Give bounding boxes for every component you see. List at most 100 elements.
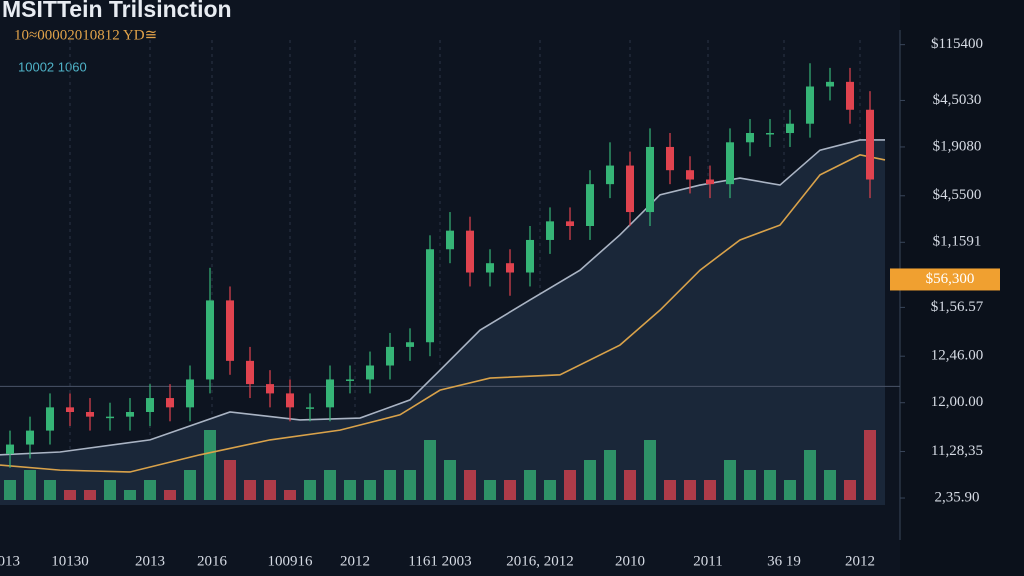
candle-body: [826, 81, 834, 87]
volume-bar: [144, 480, 156, 500]
candle-body: [746, 133, 754, 143]
volume-bar: [124, 490, 136, 500]
x-tick-label: 36 19: [767, 553, 801, 569]
volume-bar: [24, 470, 36, 500]
candle-body: [6, 444, 14, 454]
candle-body: [546, 221, 554, 240]
volume-bar: [64, 490, 76, 500]
candle-body: [866, 109, 874, 180]
volume-bar: [704, 480, 716, 500]
candle-body: [506, 263, 514, 273]
candle-body: [226, 300, 234, 361]
candle-body: [166, 398, 174, 408]
volume-bar: [544, 480, 556, 500]
candle-body: [706, 179, 714, 185]
candle-body: [426, 249, 434, 343]
moving-average-line: [0, 154, 886, 473]
x-tick-label: 2013: [0, 553, 20, 569]
candle-body: [726, 142, 734, 185]
current-price-badge: [890, 268, 1000, 291]
candle-body: [346, 379, 354, 381]
x-tick-label: 2012: [845, 553, 875, 569]
volume-bar: [204, 430, 216, 500]
candle-body: [686, 170, 694, 180]
volume-bar: [824, 470, 836, 500]
info-label: 10002 1060: [18, 59, 87, 74]
volume-bar: [384, 470, 396, 500]
volume-bar: [224, 460, 236, 500]
volume-bar: [284, 490, 296, 500]
area: [0, 139, 885, 505]
volume-bar: [724, 460, 736, 500]
volume-bar: [624, 470, 636, 500]
volume-bar: [324, 470, 336, 500]
candle-body: [46, 407, 54, 431]
current-price-label: $56,300: [926, 271, 975, 287]
volume-bar: [784, 480, 796, 500]
y-tick-label: $115400: [931, 36, 983, 52]
volume-bar: [844, 480, 856, 500]
volume-bar: [764, 470, 776, 500]
volume-bar: [244, 480, 256, 500]
y-tick-label: $1,9080: [933, 138, 982, 154]
candle-body: [86, 412, 94, 417]
x-tick-label: 1161 2003: [408, 553, 471, 569]
volume-bar: [364, 480, 376, 500]
candle-body: [626, 165, 634, 213]
volume-bar: [444, 460, 456, 500]
candle-body: [466, 230, 474, 273]
x-tick-label: 2010: [615, 553, 645, 569]
volume-bar: [504, 480, 516, 500]
y-tick-label: 11,28,35: [931, 443, 983, 459]
y-tick-label: $1,1591: [933, 234, 982, 250]
candle-body: [786, 123, 794, 133]
candle-body: [606, 165, 614, 185]
volume-bar: [404, 470, 416, 500]
subtitle: 10≈00002010812 YD≅: [14, 27, 157, 43]
y-tick-label: 2,35.90: [935, 489, 980, 505]
volume-bar: [584, 460, 596, 500]
y-tick-label: $4,5500: [933, 187, 982, 203]
volume-bar: [184, 470, 196, 500]
volume-bar: [164, 490, 176, 500]
y-tick-label: $1,56.57: [931, 299, 984, 315]
candle-body: [126, 412, 134, 417]
candle-body: [286, 393, 294, 408]
volume-bar: [524, 470, 536, 500]
volume-bar: [804, 450, 816, 500]
x-tick-label: 2011: [693, 553, 722, 569]
candle-body: [446, 230, 454, 250]
x-tick-label: 10130: [51, 553, 89, 569]
candle-body: [646, 146, 654, 213]
volume-bar: [4, 480, 16, 500]
volume-bar: [464, 470, 476, 500]
candle-body: [386, 346, 394, 366]
volume-bar: [84, 490, 96, 500]
candle-body: [526, 239, 534, 273]
moving-average-line: [0, 139, 885, 456]
volume-bar: [744, 470, 756, 500]
volume-bar: [424, 440, 436, 500]
x-tick-label: 100916: [268, 553, 314, 569]
x-tick-label: 2016: [197, 553, 228, 569]
x-tick-label: 2012: [340, 553, 370, 569]
candle-body: [366, 365, 374, 380]
volume-bar: [664, 480, 676, 500]
candle-body: [846, 81, 854, 110]
volume-bar: [864, 430, 876, 500]
volume-bar: [684, 480, 696, 500]
volume-bar: [484, 480, 496, 500]
y-tick-label: 12,00.00: [931, 394, 984, 410]
candle-body: [206, 300, 214, 380]
volume-bar: [564, 470, 576, 500]
volume-bar: [344, 480, 356, 500]
volume-bar: [304, 480, 316, 500]
volume-bar: [104, 480, 116, 500]
x-tick-label: 2013: [135, 553, 165, 569]
candle-body: [266, 384, 274, 394]
candle-body: [766, 133, 774, 135]
candle-body: [186, 379, 194, 408]
candle-body: [806, 86, 814, 124]
